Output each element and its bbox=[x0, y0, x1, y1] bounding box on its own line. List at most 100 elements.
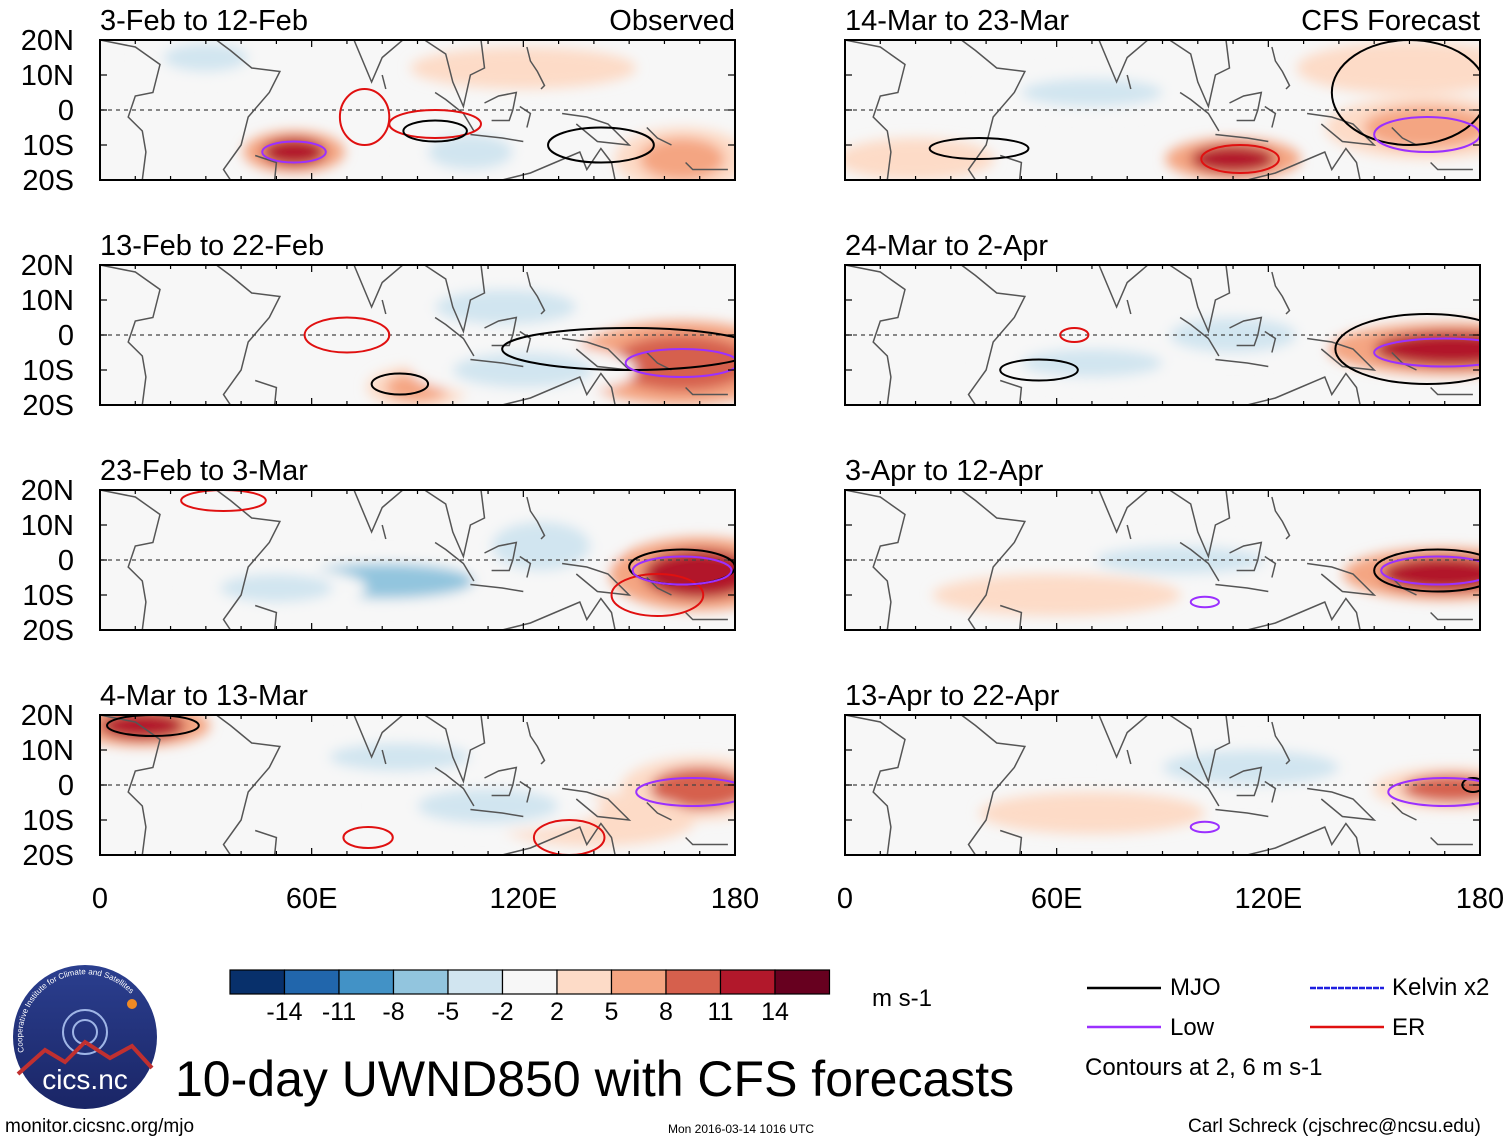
contour-mjo bbox=[370, 372, 430, 396]
coastline bbox=[646, 126, 672, 146]
legend-er-label: ER bbox=[1392, 1014, 1426, 1041]
x-tick-label: 0 bbox=[92, 883, 108, 915]
contour-er bbox=[303, 316, 391, 354]
coastline bbox=[502, 597, 616, 630]
coastline bbox=[470, 358, 524, 368]
coastline bbox=[646, 351, 672, 371]
coastline bbox=[526, 271, 546, 315]
coastline bbox=[960, 715, 1027, 855]
contour-mjo bbox=[1461, 777, 1480, 793]
anomaly-blob bbox=[435, 289, 577, 325]
x-tick-label: 60E bbox=[1031, 883, 1083, 915]
coastline bbox=[1179, 316, 1220, 357]
coastline bbox=[308, 40, 486, 109]
legend-low-label: Low bbox=[1170, 1014, 1215, 1041]
coastline bbox=[100, 490, 161, 630]
y-tick-label: 10S bbox=[22, 130, 74, 162]
coastline bbox=[1430, 386, 1473, 396]
contour-low bbox=[624, 348, 735, 378]
y-tick-label: 10S bbox=[22, 580, 74, 612]
colorbar-swatch bbox=[229, 969, 286, 995]
logo-spiral bbox=[62, 1009, 108, 1055]
y-tick-label: 20N bbox=[21, 25, 74, 57]
coastline bbox=[1430, 161, 1473, 171]
coastline bbox=[1391, 126, 1417, 146]
coastline bbox=[685, 161, 728, 171]
panel-period-label: 23-Feb to 3-Mar bbox=[100, 455, 308, 487]
coastline bbox=[999, 604, 1023, 630]
coastline bbox=[1306, 562, 1377, 596]
y-tick-label: 20S bbox=[22, 840, 74, 872]
column-header: CFS Forecast bbox=[1301, 5, 1480, 37]
anomaly-blob bbox=[979, 581, 1135, 609]
contour-er bbox=[532, 819, 606, 855]
coastline bbox=[519, 780, 532, 803]
anomaly-blob bbox=[428, 134, 513, 170]
logo-sun bbox=[127, 999, 137, 1009]
y-tick-label: 20S bbox=[22, 390, 74, 422]
coastline bbox=[685, 836, 728, 846]
anomaly-blob bbox=[1374, 331, 1480, 367]
contour-low bbox=[1380, 555, 1480, 586]
legend-kelvin-label: Kelvin x2 bbox=[1392, 974, 1490, 1001]
colorbar-label: 11 bbox=[707, 998, 734, 1026]
coastline bbox=[1247, 372, 1361, 405]
panel-period-label: 13-Apr to 22-Apr bbox=[845, 680, 1060, 712]
contour-low bbox=[1189, 820, 1220, 834]
contour-low bbox=[261, 140, 327, 164]
panel: 3-Apr to 12-Apr bbox=[844, 455, 1481, 631]
coastline bbox=[1264, 330, 1277, 353]
cics-logo: cics.nc Cooperative Institute for Climat… bbox=[13, 965, 157, 1109]
contour-mjo bbox=[1330, 40, 1480, 146]
coastline bbox=[646, 801, 672, 821]
coastline bbox=[526, 46, 546, 90]
y-tick-label: 0 bbox=[58, 95, 74, 127]
logo-text: cics.nc bbox=[42, 1064, 128, 1095]
x-tick-label: 60E bbox=[286, 883, 338, 915]
colorbar-swatch bbox=[338, 969, 395, 995]
coastline bbox=[484, 91, 518, 122]
contour-low bbox=[1373, 337, 1480, 368]
contour-low bbox=[1189, 595, 1220, 609]
y-tick-label: 10S bbox=[22, 805, 74, 837]
coastline bbox=[526, 496, 546, 540]
y-tick-label: 10N bbox=[21, 285, 74, 317]
colorbar-label: -14 bbox=[266, 998, 303, 1026]
footer-url: monitor.cicsnc.org/mjo bbox=[5, 1116, 195, 1137]
anomaly-blob bbox=[163, 43, 249, 72]
x-tick-label: 180 bbox=[711, 883, 759, 915]
coastline bbox=[1215, 808, 1269, 818]
coastline bbox=[502, 372, 616, 405]
colorbar-swatch bbox=[283, 969, 340, 995]
coastline bbox=[1053, 40, 1231, 109]
figure-title: 10-day UWND850 with CFS forecasts bbox=[175, 1051, 1015, 1107]
coastline bbox=[845, 265, 906, 405]
contour-er bbox=[388, 109, 482, 139]
colorbar-label: -5 bbox=[436, 998, 460, 1026]
panel: 24-Mar to 2-Apr bbox=[844, 230, 1481, 406]
y-tick-label: 20N bbox=[21, 475, 74, 507]
contour-mjo bbox=[501, 327, 735, 371]
panel-period-label: 24-Mar to 2-Apr bbox=[845, 230, 1048, 262]
coastline bbox=[960, 40, 1027, 180]
coastline bbox=[999, 379, 1023, 405]
y-tick-label: 10N bbox=[21, 60, 74, 92]
y-tick-label: 0 bbox=[58, 320, 74, 352]
coastline bbox=[1126, 74, 1132, 90]
colorbar-label: -8 bbox=[382, 998, 405, 1026]
contour-mjo bbox=[928, 137, 1030, 160]
coastline bbox=[1271, 271, 1291, 315]
coastline bbox=[1179, 541, 1220, 582]
coastline bbox=[484, 766, 518, 797]
coastline bbox=[215, 490, 282, 630]
contour-mjo bbox=[999, 358, 1079, 382]
coastline bbox=[1264, 555, 1277, 578]
coastline bbox=[1229, 91, 1263, 122]
coastline bbox=[561, 337, 632, 371]
coastline bbox=[1271, 496, 1291, 540]
